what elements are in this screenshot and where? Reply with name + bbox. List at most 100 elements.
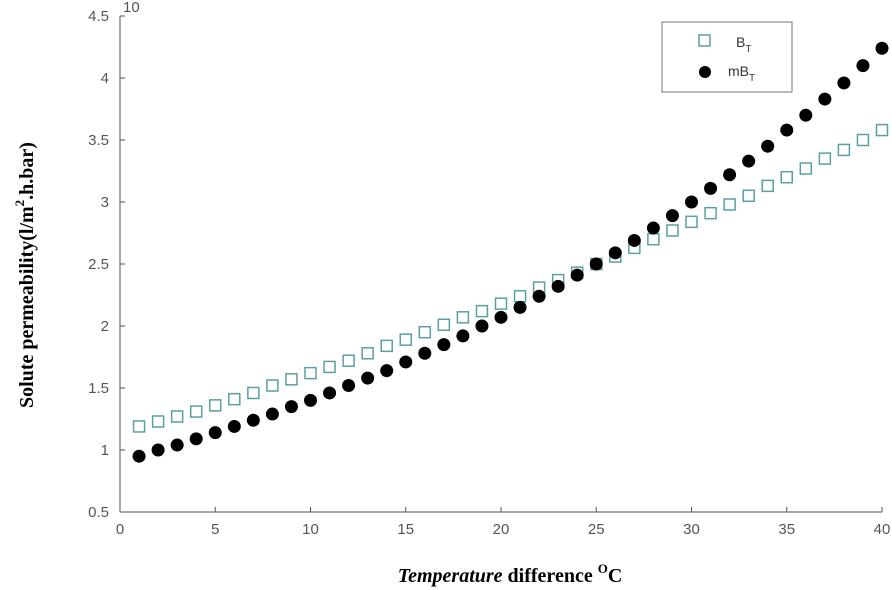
mbt-point	[551, 279, 565, 293]
bt-point	[837, 143, 851, 157]
exponent-fragment: 10	[123, 0, 140, 16]
x-axis-title: Temperature difference OC	[398, 561, 623, 587]
mbt-point	[761, 139, 775, 153]
x-tick-label: 15	[397, 521, 414, 538]
y-tick-label: 2	[101, 318, 109, 335]
bt-point	[723, 198, 736, 211]
bt-point	[418, 325, 432, 339]
mbt-point	[856, 59, 870, 73]
mbt-point	[532, 289, 546, 303]
mbt-point	[361, 371, 375, 385]
y-tick-label: 4	[101, 70, 109, 87]
x-tick-label: 10	[302, 521, 319, 538]
x-tick-label: 5	[211, 521, 219, 538]
mbt-point	[304, 393, 317, 407]
x-tick-label: 20	[493, 521, 510, 538]
mbt-point	[456, 329, 470, 343]
y-tick-label: 1.5	[88, 380, 109, 397]
bt-point	[399, 333, 412, 346]
mbt-point	[494, 310, 508, 324]
mbt-point	[342, 379, 356, 393]
x-tick-label: 40	[874, 521, 891, 538]
mbt-point	[875, 41, 889, 55]
bt-point	[437, 318, 451, 332]
mbt-point	[151, 443, 165, 457]
bt-point	[266, 379, 279, 392]
mbt-point	[589, 257, 603, 271]
bt-point	[132, 420, 146, 433]
mbt-point	[475, 319, 489, 333]
bt-point	[228, 392, 241, 406]
legend: BT mBT	[661, 21, 793, 93]
bt-point	[856, 133, 870, 147]
bt-point	[285, 373, 298, 386]
mbt-point	[265, 407, 279, 421]
mbt-point	[284, 400, 298, 414]
mbt-point	[380, 364, 394, 378]
bt-point	[704, 206, 717, 220]
mbt-point	[627, 233, 641, 247]
mbt-point	[685, 195, 698, 209]
bt-point	[247, 386, 260, 400]
mbt-point	[646, 221, 660, 235]
bt-point	[380, 339, 393, 353]
mbt-point	[837, 76, 851, 90]
x-tick-label: 25	[588, 521, 605, 538]
mbt-point	[723, 168, 737, 182]
bt-point	[818, 152, 832, 165]
mbt-point	[799, 108, 813, 122]
mbt-point	[208, 426, 222, 440]
y-tick-label: 3	[101, 194, 109, 211]
bt-point	[189, 405, 203, 418]
mbt-point	[189, 432, 203, 446]
bt-point	[875, 123, 889, 137]
legend-label-bt: BT	[736, 34, 751, 55]
bt-point	[513, 289, 527, 303]
bt-point	[151, 415, 165, 428]
mbt-point	[742, 154, 756, 168]
bt-point	[761, 179, 774, 193]
mbt-point	[170, 438, 184, 452]
bt-point	[666, 224, 679, 237]
legend-marker-mbt	[699, 66, 711, 78]
x-tick-label: 30	[683, 521, 700, 538]
bt-point	[647, 232, 660, 246]
y-tick-label: 2.5	[88, 256, 109, 273]
bt-point	[323, 360, 336, 374]
mbt-point	[704, 181, 718, 195]
mbt-point	[570, 268, 584, 282]
mbt-point	[323, 386, 337, 400]
bt-point	[209, 399, 222, 412]
bt-point	[456, 311, 470, 324]
bt-point	[475, 304, 489, 318]
bt-point	[799, 162, 813, 175]
mbt-point	[132, 449, 146, 463]
mbt-point	[399, 355, 413, 369]
x-tick-label: 0	[116, 521, 124, 538]
mbt-point	[780, 123, 794, 137]
bt-point	[780, 170, 793, 184]
bt-point	[304, 366, 317, 380]
mbt-point	[418, 346, 432, 360]
mbt-point	[437, 338, 451, 352]
bt-point	[742, 189, 755, 203]
bt-point	[170, 410, 184, 423]
y-tick-label: 3.5	[88, 132, 109, 149]
legend-marker-bt	[698, 34, 711, 47]
mbt-point	[246, 413, 260, 427]
mbt-point	[513, 300, 527, 314]
y-tick-label: 4.5	[88, 8, 109, 25]
y-tick-label: 0.5	[88, 504, 109, 521]
bt-point	[685, 215, 698, 229]
mbt-point	[608, 246, 622, 260]
y-axis-title: Solute permeability(l/m2.h.bar)	[12, 142, 38, 408]
mbt-point	[665, 209, 679, 223]
bt-point	[361, 347, 374, 360]
data-marks	[132, 41, 889, 463]
legend-label-mbt: mBT	[728, 63, 755, 84]
axes: 0 5 10 15 20 25 30 35 40 0.5 1 1.5 2 2.5 3 3.5 4 4.5	[88, 8, 890, 538]
legend-box	[661, 21, 793, 93]
bt-point	[494, 297, 508, 310]
x-tick-label: 35	[778, 521, 795, 538]
